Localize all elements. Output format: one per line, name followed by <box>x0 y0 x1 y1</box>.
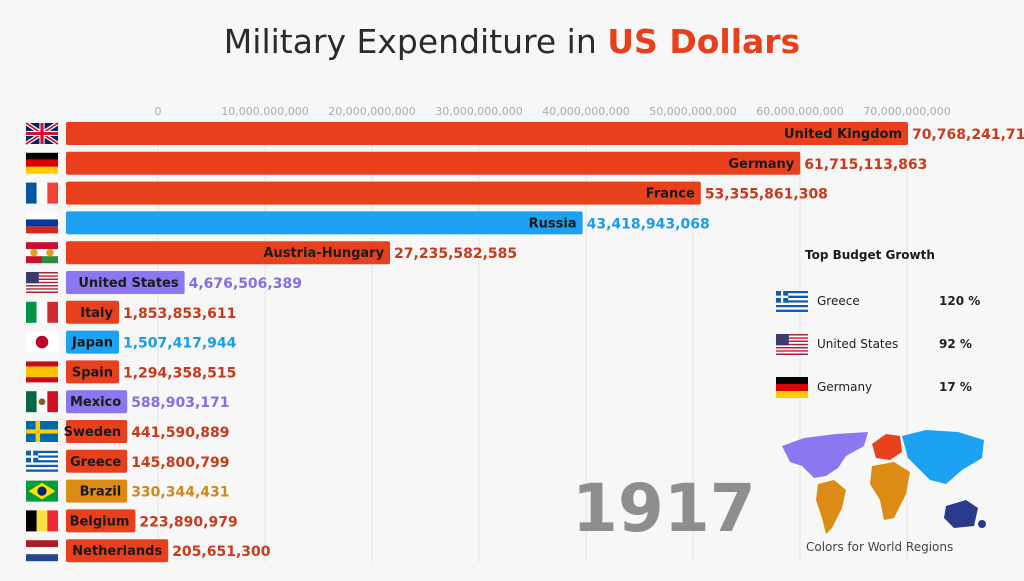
greece-flag-icon <box>26 450 58 472</box>
growth-title: Top Budget Growth <box>805 248 935 262</box>
bar <box>66 390 128 414</box>
austria-hungary-flag-icon <box>26 242 58 264</box>
bar <box>66 122 908 145</box>
germany-flag-icon <box>776 377 808 398</box>
bar <box>66 271 185 294</box>
bar-value-label: 70,768,241,711 <box>912 127 1024 143</box>
tick-label: 30,000,000,000 <box>435 105 522 118</box>
tick-label: 70,000,000,000 <box>863 105 950 118</box>
france-flag-icon <box>26 182 58 204</box>
growth-value: 120 % <box>939 294 981 308</box>
bar-country-label: Japan <box>71 336 113 351</box>
germany-flag-icon <box>26 152 58 174</box>
russia-flag-icon <box>26 212 58 234</box>
growth-row-greece: Greece 120 % <box>776 291 1006 315</box>
tick-label: 60,000,000,000 <box>756 105 843 118</box>
tick-label: 40,000,000,000 <box>542 105 629 118</box>
bar-country-label: Brazil <box>80 485 122 500</box>
belgium-flag-icon <box>26 510 58 532</box>
bar-value-label: 1,853,853,611 <box>123 306 236 322</box>
mexico-flag-icon <box>26 391 58 413</box>
flag-column <box>24 121 60 562</box>
tick-label: 20,000,000,000 <box>328 105 415 118</box>
bar <box>66 151 801 175</box>
bar-value-label: 441,590,889 <box>131 425 229 441</box>
bar-country-label: Netherlands <box>72 544 162 559</box>
title-accent: US Dollars <box>607 22 801 61</box>
bar-country-label: Italy <box>80 306 113 321</box>
uk-flag-icon <box>24 121 60 146</box>
bar <box>66 241 391 265</box>
spain-flag-icon <box>26 361 58 383</box>
tick-label: 0 <box>155 105 162 118</box>
bar-value-label: 53,355,861,308 <box>705 187 828 203</box>
bar-country-label: Spain <box>72 365 113 380</box>
bar-country-label: Sweden <box>64 425 122 440</box>
bar <box>66 420 128 443</box>
bar-country-label: Germany <box>728 157 794 172</box>
bar-value-label: 223,890,979 <box>139 514 237 530</box>
bar-country-label: Russia <box>529 216 577 231</box>
growth-name: United States <box>817 337 899 351</box>
bar <box>66 300 119 324</box>
top-budget-growth-panel: Top Budget Growth Greece 120 % United St… <box>776 248 1006 398</box>
bar <box>66 360 119 384</box>
growth-value: 92 % <box>939 337 972 351</box>
tick-label: 10,000,000,000 <box>221 105 308 118</box>
map-oceania <box>944 500 978 528</box>
year-label: 1917 <box>572 470 756 547</box>
map-south-america <box>816 480 846 534</box>
bar-value-label: 588,903,171 <box>131 395 229 411</box>
bar-value-label: 27,235,582,585 <box>394 246 517 262</box>
brazil-flag-icon <box>26 480 58 502</box>
bar <box>66 330 119 354</box>
sweden-flag-icon <box>26 421 58 442</box>
bar-country-label: United States <box>78 276 179 291</box>
bar-value-label: 205,651,300 <box>172 544 271 560</box>
growth-row-germany: Germany 17 % <box>776 377 1006 401</box>
map-europe <box>872 434 902 460</box>
growth-row-united-states: United States 92 % <box>776 334 1006 358</box>
usa-flag-icon <box>776 334 808 355</box>
bar-value-label: 145,800,799 <box>131 455 229 471</box>
bar-value-label: 61,715,113,863 <box>804 157 927 173</box>
bar-country-label: France <box>646 187 695 202</box>
bar <box>66 539 169 563</box>
bar <box>66 211 583 235</box>
bar-value-label: 1,507,417,944 <box>123 336 237 352</box>
map-caption: Colors for World Regions <box>806 540 954 554</box>
bar-value-label: 43,418,943,068 <box>587 216 710 232</box>
growth-name: Greece <box>817 294 860 308</box>
map-north-america <box>782 432 868 478</box>
greece-flag-icon <box>776 291 808 312</box>
bar-country-label: Greece <box>70 455 121 470</box>
growth-value: 17 % <box>939 380 972 394</box>
usa-flag-icon <box>26 272 58 293</box>
map-africa <box>870 462 910 520</box>
map-asia <box>902 430 984 484</box>
bar <box>66 449 128 473</box>
world-regions-map-icon <box>782 430 986 534</box>
italy-flag-icon <box>26 301 58 323</box>
bar-value-label: 1,294,358,515 <box>123 365 236 381</box>
bar-value-label: 4,676,506,389 <box>189 276 302 292</box>
tick-label: 50,000,000,000 <box>649 105 736 118</box>
bars: United Kingdom 70,768,241,711 Germany 61,71… <box>64 122 1024 563</box>
bar <box>66 479 128 503</box>
map-islands <box>978 520 986 528</box>
growth-name: Germany <box>817 380 873 394</box>
bar-country-label: Austria-Hungary <box>263 246 384 261</box>
bar-country-label: Mexico <box>70 395 121 410</box>
japan-flag-icon <box>26 331 58 353</box>
bar <box>66 181 701 205</box>
bar-country-label: United Kingdom <box>784 127 902 142</box>
bar <box>66 509 136 533</box>
bar-country-label: Belgium <box>70 514 130 529</box>
bar-value-label: 330,344,431 <box>131 485 229 501</box>
netherlands-flag-icon <box>26 540 58 562</box>
chart-title: Military Expenditure in US Dollars <box>0 22 1024 61</box>
title-prefix: Military Expenditure in <box>223 22 597 61</box>
x-axis-ticks: 0 10,000,000,000 20,000,000,000 30,000,000,… <box>155 105 951 118</box>
